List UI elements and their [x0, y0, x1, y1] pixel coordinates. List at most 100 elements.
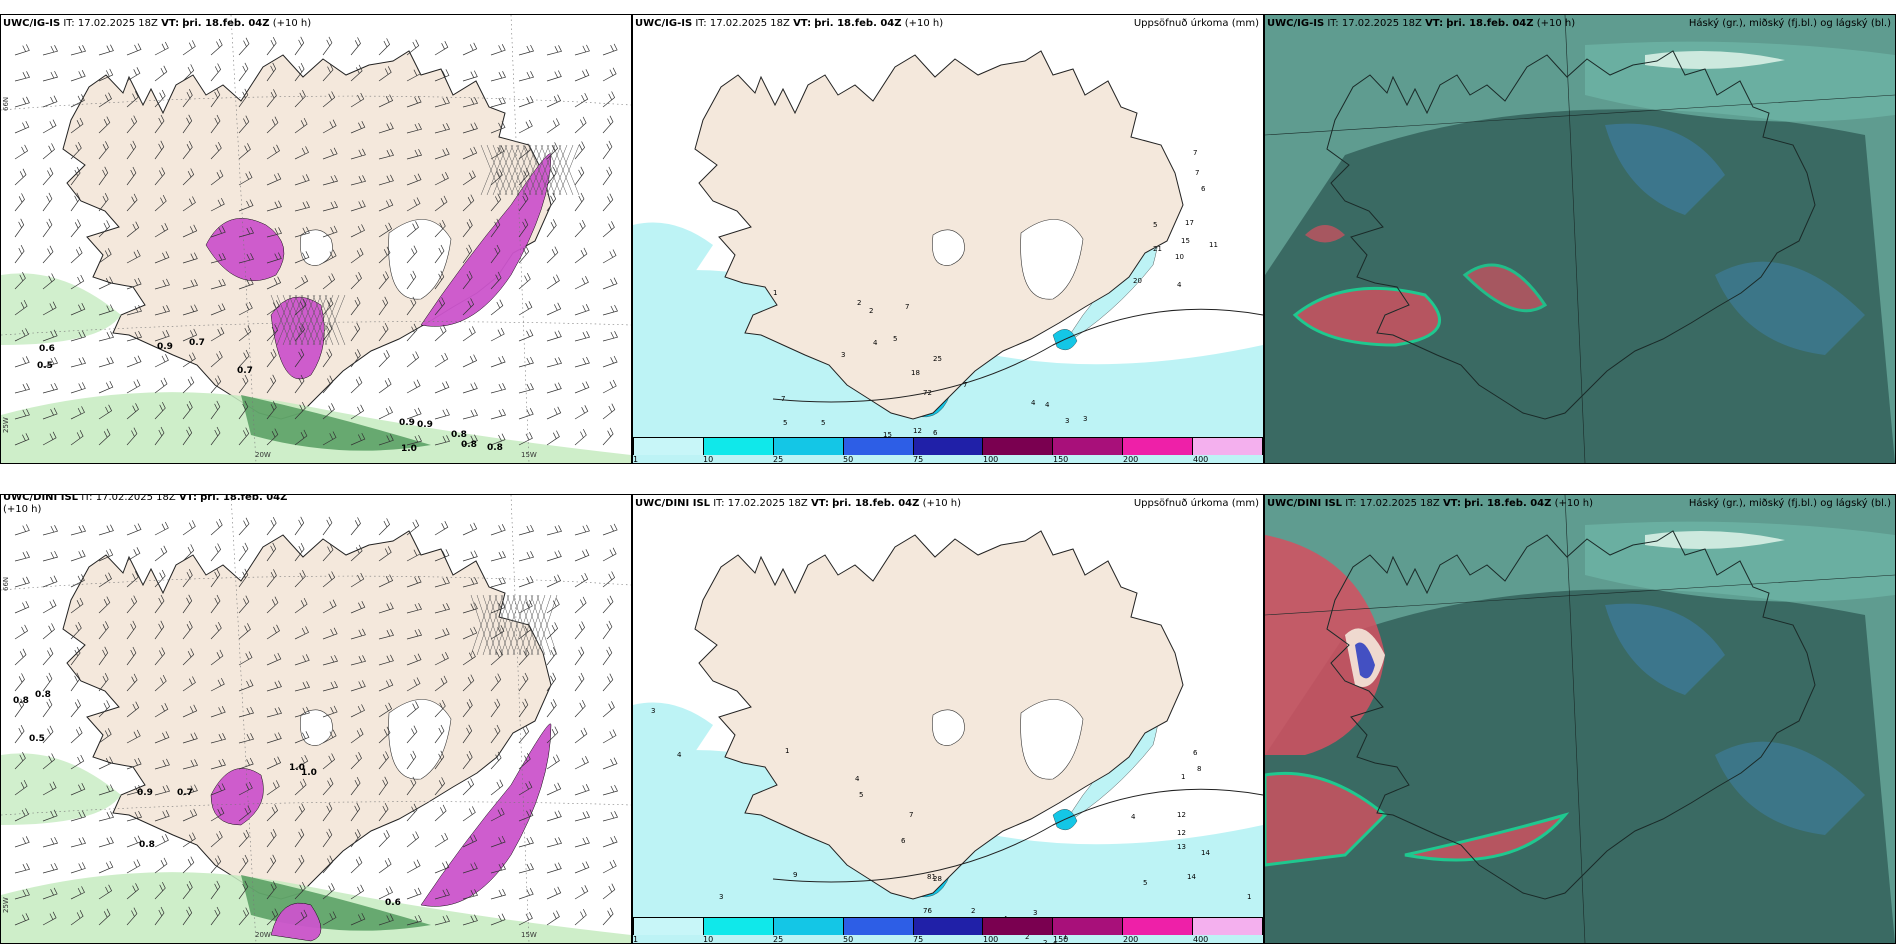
- value-label: 6: [1193, 749, 1198, 757]
- wind-barb: [182, 114, 193, 134]
- wind-barb: [70, 574, 85, 588]
- colorbar-tick-label: 200: [1123, 935, 1139, 944]
- wind-barb: [378, 322, 389, 342]
- value-label: 4: [1177, 281, 1182, 289]
- wind-barb: [350, 752, 362, 770]
- wind-barb: [378, 406, 393, 420]
- wind-barb: [546, 357, 563, 368]
- wind-barb: [294, 323, 306, 342]
- value-label: 0.7: [189, 338, 205, 348]
- wind-barb: [322, 225, 338, 238]
- colorbar-swatch: [1123, 438, 1194, 455]
- wind-barb: [322, 599, 337, 614]
- wind-barb: [490, 244, 501, 264]
- wind-barb: [602, 523, 618, 536]
- wind-barb: [98, 621, 109, 640]
- wind-barb: [602, 166, 613, 186]
- wind-barb: [266, 680, 282, 692]
- wind-barb: [462, 862, 478, 874]
- wind-barb: [42, 95, 58, 108]
- wind-barb: [602, 140, 613, 160]
- wind-barb: [42, 647, 54, 666]
- wind-barb: [406, 323, 418, 342]
- colorbar-tick-label: 150: [1053, 455, 1069, 464]
- colorbar-tick-label: 200: [1123, 455, 1139, 464]
- wind-barb: [70, 862, 86, 874]
- colorbar-swatch: [633, 438, 704, 455]
- panel-title: Háský (gr.), miðský (fj.bl.) og lágský (…: [1688, 18, 1891, 29]
- wind-barb: [294, 570, 306, 588]
- wind-barb: [490, 625, 505, 640]
- wind-barb: [238, 623, 251, 640]
- wind-barb: [126, 355, 142, 368]
- wind-barbs: [14, 36, 619, 446]
- wind-barb: [14, 218, 25, 238]
- wind-barb: [574, 428, 587, 446]
- wind-barb: [182, 224, 198, 238]
- wind-barb: [126, 883, 139, 900]
- wind-barb: [574, 44, 590, 56]
- wind-barb: [490, 673, 502, 692]
- value-label: 4: [855, 775, 860, 783]
- wind-barb: [70, 246, 83, 264]
- wind-barb: [210, 327, 225, 342]
- wind-barb: [378, 678, 394, 692]
- wind-barb: [266, 172, 282, 186]
- wind-barb: [434, 675, 448, 692]
- wind-barb: [322, 36, 333, 56]
- wind-barb: [182, 856, 195, 874]
- wind-barb: [238, 171, 253, 186]
- colorbar-swatch: [703, 438, 774, 455]
- wind-barb: [434, 172, 449, 186]
- wind-barb: [406, 407, 422, 420]
- wind-barb: [210, 543, 222, 562]
- wind-barb: [294, 90, 306, 108]
- wind-barb: [182, 808, 198, 822]
- wind-barb: [406, 148, 423, 160]
- colorbar-tick-label: 1: [633, 455, 639, 464]
- wind-barb: [70, 837, 87, 848]
- wind-barb: [406, 803, 418, 822]
- wind-barb: [518, 524, 535, 536]
- wind-barb: [98, 572, 112, 588]
- colorbar-tick-label: 50: [843, 455, 854, 464]
- wind-barb: [266, 732, 282, 744]
- value-label: 6: [901, 837, 906, 845]
- wind-barb: [378, 377, 392, 394]
- wind-barb: [462, 626, 478, 640]
- wind-barb: [434, 576, 450, 588]
- wind-barb: [518, 888, 534, 900]
- wind-barb: [182, 732, 198, 744]
- wind-barb: [154, 65, 168, 82]
- wind-barb: [350, 628, 366, 640]
- wind-barb: [294, 803, 306, 822]
- wind-barb: [322, 883, 335, 900]
- wind-barb: [238, 651, 253, 666]
- value-label: 1.0: [301, 768, 317, 778]
- wind-barb: [490, 145, 505, 160]
- wind-barb: [406, 351, 420, 368]
- wind-barb: [350, 544, 363, 562]
- wind-barb: [350, 517, 361, 536]
- wind-barb: [126, 646, 137, 666]
- wind-barb: [182, 352, 196, 368]
- wind-barb: [546, 142, 559, 160]
- value-label: 3: [651, 707, 655, 715]
- wind-barb: [490, 724, 501, 744]
- wind-barb: [350, 248, 364, 264]
- glacier: [932, 709, 965, 746]
- wind-barb: [98, 884, 113, 900]
- wind-barb: [210, 621, 222, 640]
- wind-barb: [266, 854, 277, 874]
- wind-barb: [406, 628, 423, 640]
- wind-barb: [462, 194, 475, 212]
- wind-barb: [574, 621, 586, 640]
- wind-barb: [14, 299, 28, 316]
- wind-barb: [154, 703, 169, 718]
- wind-barb: [322, 119, 337, 134]
- wind-barb: [266, 116, 279, 134]
- wind-barb: [406, 173, 422, 186]
- wind-barb: [518, 71, 535, 82]
- wind-barb: [322, 297, 334, 316]
- wind-barb: [322, 516, 333, 536]
